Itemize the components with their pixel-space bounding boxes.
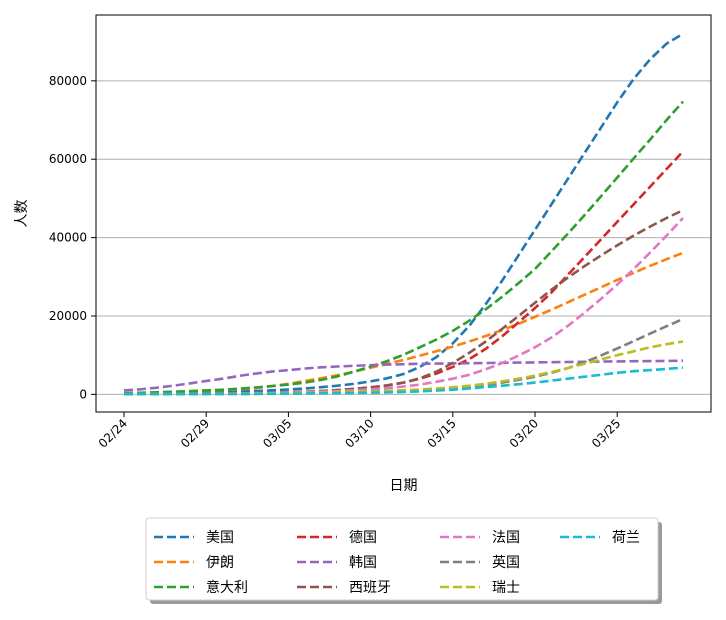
- legend-label: 美国: [206, 530, 234, 546]
- series-lines: [123, 32, 684, 396]
- y-axis-label: 人数: [14, 200, 30, 228]
- legend-label: 法国: [492, 530, 520, 546]
- legend-label: 英国: [492, 554, 520, 571]
- y-tick-label: 60000: [49, 152, 87, 166]
- series-line-3: [123, 150, 684, 396]
- series-line-6: [123, 217, 684, 396]
- legend-label: 伊朗: [206, 555, 234, 571]
- x-tick-label: 03/25: [589, 416, 623, 450]
- legend-label: 荷兰: [612, 530, 640, 546]
- y-tick-label: 0: [79, 387, 87, 401]
- y-axis: 0 20000 40000 60000 80000: [49, 74, 96, 401]
- x-tick-label: 02/29: [178, 416, 212, 450]
- x-tick-label: 02/24: [96, 416, 130, 450]
- legend-label: 瑞士: [492, 580, 520, 596]
- series-line-1: [123, 251, 684, 395]
- series-line-4: [123, 359, 684, 392]
- series-line-0: [123, 32, 684, 395]
- x-axis: 02/24 02/29 03/05 03/10 03/15 03/20 03/25: [96, 412, 623, 451]
- legend-label: 韩国: [349, 555, 377, 571]
- y-tick-label: 80000: [49, 74, 87, 88]
- series-line-9: [123, 366, 684, 396]
- y-tick-label: 20000: [49, 309, 87, 323]
- x-tick-label: 03/05: [260, 416, 294, 450]
- x-axis-label: 日期: [390, 478, 418, 494]
- y-tick-label: 40000: [49, 231, 87, 245]
- gridlines: [96, 80, 711, 395]
- legend-label: 意大利: [206, 579, 248, 596]
- x-tick-label: 03/10: [342, 416, 376, 450]
- legend-label: 西班牙: [349, 580, 391, 596]
- x-tick-label: 03/20: [507, 416, 541, 450]
- legend-box: [145, 517, 659, 601]
- series-line-2: [123, 100, 684, 395]
- legend-label: 德国: [349, 530, 377, 546]
- x-tick-label: 03/15: [425, 416, 459, 450]
- plot-frame: [95, 14, 712, 413]
